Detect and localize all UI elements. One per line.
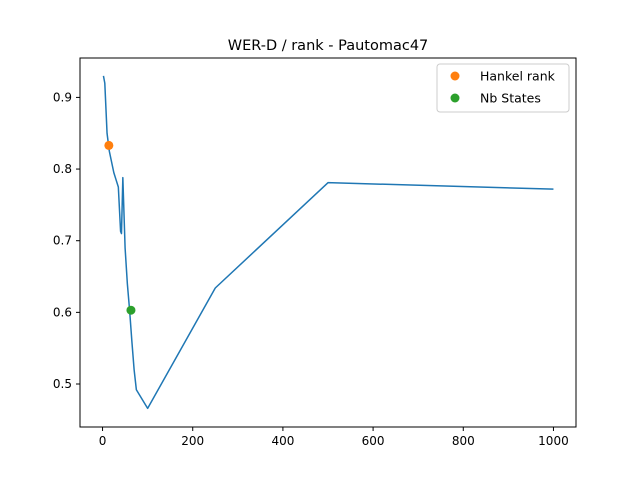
marker-layer bbox=[104, 140, 136, 315]
series-line bbox=[102, 75, 554, 410]
legend-label: Nb States bbox=[480, 91, 541, 106]
chart-title: WER-D / rank - Pautomac47 bbox=[228, 38, 429, 54]
x-axis: 0 200 400 600 800 1000 bbox=[99, 427, 569, 448]
y-tick-label: 0.9 bbox=[53, 90, 72, 104]
x-tick-label: 0 bbox=[99, 434, 107, 448]
legend-marker bbox=[450, 93, 460, 103]
series-layer bbox=[102, 75, 554, 410]
x-tick-label: 1000 bbox=[538, 434, 569, 448]
x-tick-label: 600 bbox=[362, 434, 385, 448]
marker-nb-states bbox=[126, 305, 136, 315]
x-tick-label: 800 bbox=[452, 434, 475, 448]
marker-hankel-rank bbox=[104, 140, 114, 150]
y-tick-label: 0.8 bbox=[53, 162, 72, 176]
plot-area bbox=[80, 58, 576, 427]
legend-label: Hankel rank bbox=[480, 69, 556, 84]
legend-box bbox=[436, 63, 570, 113]
y-tick-label: 0.5 bbox=[53, 377, 72, 391]
y-axis: 0.5 0.6 0.7 0.8 0.9 bbox=[53, 90, 80, 391]
x-tick-label: 400 bbox=[271, 434, 294, 448]
legend: Hankel rank Nb States bbox=[436, 63, 570, 113]
x-tick-label: 200 bbox=[181, 434, 204, 448]
plot-frame bbox=[79, 57, 577, 428]
y-tick-label: 0.7 bbox=[53, 234, 72, 248]
y-tick-label: 0.6 bbox=[53, 305, 72, 319]
legend-marker bbox=[450, 71, 460, 81]
